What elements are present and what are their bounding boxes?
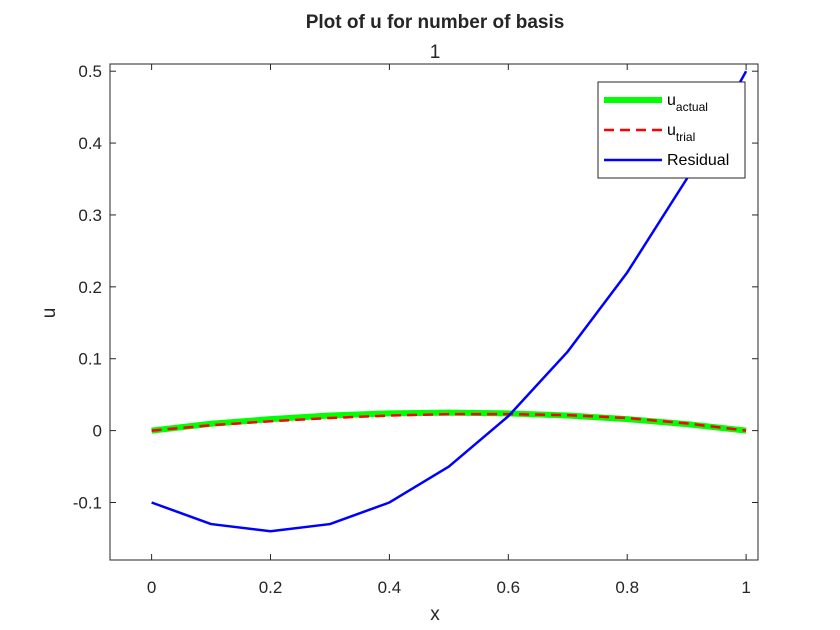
x-tick-label: 1: [741, 578, 750, 597]
x-tick-label: 0.8: [615, 578, 639, 597]
legend-label: uactual: [667, 92, 708, 114]
y-axis-label: u: [39, 308, 60, 319]
series-line-residual: [151, 70, 748, 533]
x-tick-label: 0.6: [496, 578, 520, 597]
plot-frame: [109, 63, 759, 561]
x-tick-label: 0.2: [259, 578, 283, 597]
legend: uactual utrial Residual: [597, 81, 746, 179]
y-tick-label: 0.3: [78, 206, 102, 225]
y-tick-label: -0.1: [73, 493, 102, 512]
legend-items: uactual utrial Residual: [604, 92, 729, 169]
y-tick-label: 0.1: [78, 350, 102, 369]
x-axis-label: x: [430, 604, 440, 625]
series-group: [151, 70, 748, 533]
x-axis-ticks: 0 0.2 0.4 0.6 0.8 1: [147, 64, 751, 597]
x-tick-label: 0: [147, 578, 156, 597]
legend-label: utrial: [667, 122, 695, 144]
y-tick-label: 0.4: [78, 134, 102, 153]
series-line-u-trial: [151, 412, 747, 432]
legend-label: Residual: [667, 152, 729, 169]
chart-subtitle: 1: [430, 42, 441, 63]
y-tick-label: 0.5: [78, 62, 102, 81]
y-axis-ticks: -0.1 0 0.1 0.2 0.3 0.4 0.5: [73, 62, 758, 512]
chart-title: Plot of u for number of basis: [306, 12, 565, 33]
x-tick-label: 0.4: [378, 578, 402, 597]
y-tick-label: 0: [93, 422, 102, 441]
y-tick-label: 0.2: [78, 278, 102, 297]
